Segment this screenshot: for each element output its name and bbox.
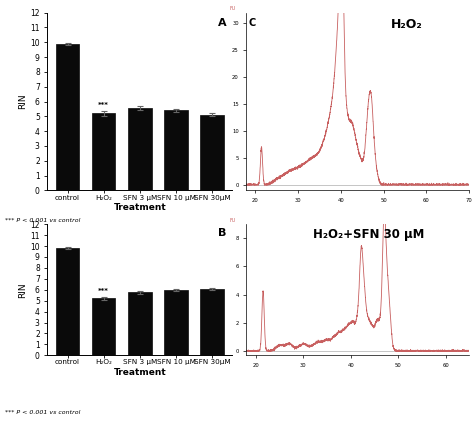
Bar bbox=[201, 289, 224, 355]
Bar bbox=[92, 113, 116, 190]
Text: ***: *** bbox=[98, 102, 109, 108]
Text: A: A bbox=[218, 18, 227, 28]
Text: *** P < 0.001 vs control: *** P < 0.001 vs control bbox=[5, 409, 80, 415]
Bar bbox=[92, 299, 116, 355]
Y-axis label: RIN: RIN bbox=[18, 282, 27, 297]
Bar bbox=[164, 110, 188, 190]
Text: C: C bbox=[249, 18, 256, 28]
Text: H₂O₂+SFN 30 μM: H₂O₂+SFN 30 μM bbox=[313, 228, 425, 241]
Bar bbox=[201, 115, 224, 190]
Text: H₂O₂: H₂O₂ bbox=[391, 18, 423, 31]
Bar bbox=[56, 44, 79, 190]
Y-axis label: RIN: RIN bbox=[18, 94, 27, 109]
Text: *** P < 0.001 vs control: *** P < 0.001 vs control bbox=[5, 218, 80, 223]
X-axis label: Treatment: Treatment bbox=[113, 368, 166, 377]
Bar bbox=[128, 108, 152, 190]
Bar bbox=[164, 290, 188, 355]
Text: ***: *** bbox=[98, 288, 109, 294]
Bar bbox=[56, 248, 79, 355]
Text: FU: FU bbox=[230, 6, 236, 11]
Text: B: B bbox=[219, 228, 227, 238]
Text: FU: FU bbox=[230, 218, 236, 223]
Bar bbox=[128, 292, 152, 355]
X-axis label: Treatment: Treatment bbox=[113, 203, 166, 212]
